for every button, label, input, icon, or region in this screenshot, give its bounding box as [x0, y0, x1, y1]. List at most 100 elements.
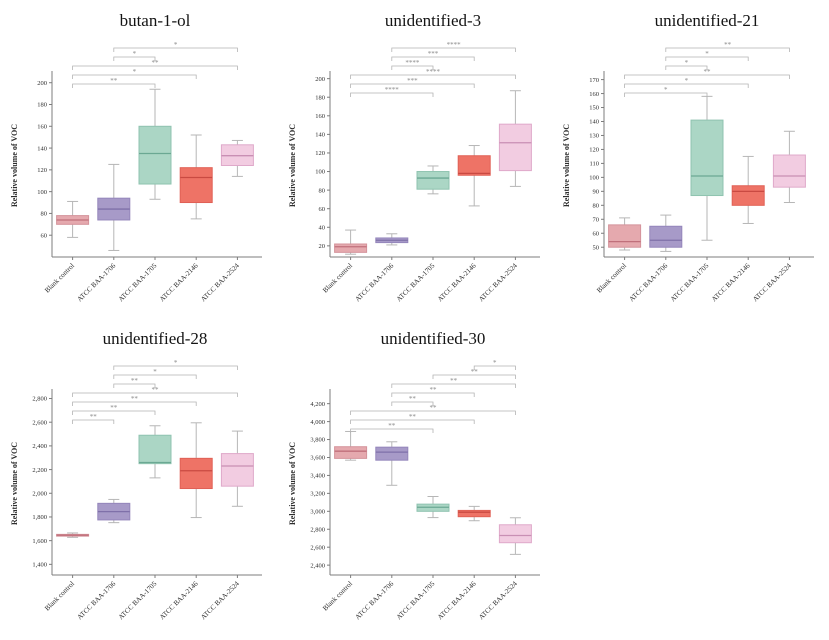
x-axis-ticks: Blank control ATCC BAA-1706 ATCC BAA-1705 A…: [43, 575, 241, 621]
x-axis-ticks: Blank control ATCC BAA-1706 ATCC BAA-1705 A…: [321, 575, 519, 621]
y-tick-label: 120: [37, 167, 47, 174]
iqr-box: [138, 125, 172, 185]
axis-lines: [603, 71, 814, 258]
y-tick-label: 100: [589, 175, 599, 182]
box-atcc-baa-2524: [498, 90, 532, 187]
iqr-box: [334, 243, 368, 253]
x-tick-label-atcc-baa-1706: ATCC BAA-1706: [354, 579, 396, 621]
axis-lines: [51, 389, 262, 576]
boxplot-butan-1-ol: butan-1-ol Relative volume of VOC 60 80 100 1…: [10, 11, 262, 303]
box-atcc-baa-1706: [97, 498, 131, 524]
box-atcc-baa-1705: [138, 88, 172, 200]
box-atcc-baa-1706: [375, 441, 409, 486]
y-tick-label: 2,000: [32, 490, 47, 497]
bracket-line: [624, 83, 749, 88]
x-tick-label-atcc-baa-1706: ATCC BAA-1706: [76, 261, 118, 303]
significance-label: *: [685, 59, 689, 67]
iqr-box: [457, 509, 491, 518]
significance-label: ****: [405, 59, 420, 67]
box-atcc-baa-2524: [220, 430, 254, 507]
y-tick-label: 80: [593, 203, 600, 210]
iqr-box: [498, 524, 532, 544]
y-tick-label: 4,000: [310, 419, 325, 426]
y-tick-label: 120: [589, 147, 599, 154]
significance-label: *: [174, 41, 178, 49]
y-tick-label: 200: [315, 76, 325, 83]
x-tick-label-atcc-baa-2146: ATCC BAA-2146: [710, 261, 752, 303]
bracket-line: [113, 365, 238, 370]
y-axis-ticks: 20 40 60 80 100 120 140 160 180 200: [315, 76, 330, 250]
y-axis-label: Relative volume of VOC: [288, 442, 297, 525]
iqr-box: [334, 446, 368, 459]
x-axis-ticks: Blank control ATCC BAA-1706 ATCC BAA-1705 A…: [595, 257, 793, 303]
y-tick-label: 2,400: [310, 562, 325, 569]
axis-lines: [51, 71, 262, 258]
y-tick-label: 40: [319, 224, 326, 231]
bracket-line: [432, 374, 516, 379]
x-tick-label-atcc-baa-1705: ATCC BAA-1705: [669, 261, 711, 303]
x-axis-ticks: Blank control ATCC BAA-1706 ATCC BAA-1705 A…: [321, 257, 519, 303]
x-tick-label-atcc-baa-1705: ATCC BAA-1705: [395, 261, 437, 303]
significance-label: **: [450, 377, 458, 385]
significance-label: *: [133, 68, 137, 76]
y-tick-label: 110: [589, 161, 599, 168]
iqr-box: [608, 224, 642, 248]
boxplot-unidentified-3: unidentified-3 Relative volume of VOC 20 40…: [288, 11, 540, 303]
significance-brackets: ***************: [350, 359, 516, 433]
y-tick-label: 100: [315, 169, 325, 176]
iqr-box: [649, 225, 683, 248]
box-atcc-baa-2146: [457, 505, 491, 522]
box-blank-control: [56, 532, 90, 538]
y-axis-ticks: 1,400 1,600 1,800 2,000 2,200 2,400 2,600 2,800: [32, 396, 52, 569]
box-atcc-baa-2524: [498, 517, 532, 555]
bracket-line: [350, 410, 516, 415]
box-atcc-baa-1706: [375, 233, 409, 246]
chart-cell-unidentified-21: unidentified-21 Relative volume of VOC 50 6…: [556, 4, 828, 316]
significance-label: **: [152, 59, 160, 67]
x-tick-label-blank-control: Blank control: [321, 580, 354, 613]
y-tick-label: 140: [37, 145, 47, 152]
x-tick-label-atcc-baa-2524: ATCC BAA-2524: [751, 261, 793, 303]
box-atcc-baa-1705: [416, 496, 450, 519]
x-tick-label-atcc-baa-2524: ATCC BAA-2524: [199, 261, 241, 303]
y-tick-label: 150: [589, 105, 599, 112]
y-axis-label: Relative volume of VOC: [10, 124, 19, 207]
box-blank-control: [334, 430, 368, 461]
x-axis-ticks: Blank control ATCC BAA-1706 ATCC BAA-1705 A…: [43, 257, 241, 303]
y-tick-label: 2,600: [32, 419, 47, 426]
x-tick-label-atcc-baa-1705: ATCC BAA-1705: [117, 579, 159, 621]
chart-title: unidentified-21: [655, 11, 760, 30]
iqr-box: [457, 155, 491, 176]
significance-label: ***: [428, 50, 439, 58]
box-blank-control: [334, 229, 368, 255]
x-tick-label-atcc-baa-1706: ATCC BAA-1706: [76, 579, 118, 621]
significance-label: ***: [407, 77, 418, 85]
significance-brackets: *******: [72, 41, 238, 88]
iqr-box: [220, 453, 254, 487]
y-axis-label: Relative volume of VOC: [288, 124, 297, 207]
box-atcc-baa-2146: [179, 422, 213, 519]
bracket-line: [72, 74, 197, 79]
iqr-box: [138, 434, 172, 465]
significance-label: *: [664, 86, 668, 94]
y-tick-label: 3,000: [310, 509, 325, 516]
x-tick-label-atcc-baa-2146: ATCC BAA-2146: [158, 579, 200, 621]
significance-label: **: [152, 386, 160, 394]
box-atcc-baa-2146: [179, 134, 213, 220]
y-tick-label: 2,600: [310, 544, 325, 551]
bracket-line: [391, 392, 475, 397]
y-tick-label: 120: [315, 150, 325, 157]
iqr-box: [690, 119, 724, 197]
significance-label: **: [704, 68, 712, 76]
significance-label: ****: [385, 86, 400, 94]
y-tick-label: 2,200: [32, 467, 47, 474]
y-axis-ticks: 60 80 100 120 140 160 180 200: [37, 80, 52, 239]
y-tick-label: 2,800: [310, 526, 325, 533]
box-atcc-baa-1705: [416, 165, 450, 195]
bracket-line: [350, 92, 434, 97]
significance-label: **: [131, 395, 139, 403]
box-atcc-baa-1705: [138, 425, 172, 479]
x-tick-label-atcc-baa-2146: ATCC BAA-2146: [436, 261, 478, 303]
significance-label: *: [685, 77, 689, 85]
bracket-line: [391, 65, 434, 70]
